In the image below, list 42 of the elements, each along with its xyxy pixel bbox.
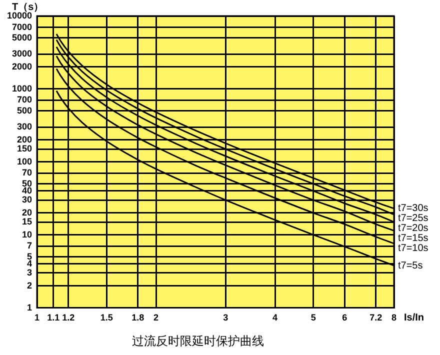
x-tick-label: 6 bbox=[342, 312, 348, 323]
y-tick-label: 10000 bbox=[6, 10, 32, 20]
y-tick-label: 20 bbox=[22, 207, 32, 218]
y-tick-label: 100 bbox=[16, 156, 32, 166]
x-tick-label: 1.8 bbox=[132, 312, 144, 323]
y-tick-label: 2 bbox=[27, 280, 32, 290]
y-tick-label: 5000 bbox=[12, 32, 32, 42]
x-tick-label: 1.1 bbox=[47, 312, 60, 323]
y-tick-label: 500 bbox=[16, 105, 32, 116]
y-tick-label: 700 bbox=[16, 94, 32, 105]
x-tick-label: 1.2 bbox=[62, 312, 75, 323]
y-tick-label: 15 bbox=[22, 216, 32, 226]
x-tick-label: 5 bbox=[310, 312, 316, 323]
x-axis-title: Is/In bbox=[404, 312, 424, 324]
y-tick-label: 7000 bbox=[12, 22, 32, 32]
y-tick-label: 2000 bbox=[12, 61, 32, 72]
x-tick-label: 1.5 bbox=[100, 312, 113, 323]
x-tick-label: 2 bbox=[154, 312, 159, 323]
x-tick-label: 3 bbox=[223, 312, 228, 323]
y-tick-label: 200 bbox=[16, 134, 32, 144]
y-tick-label: 1 bbox=[27, 302, 32, 312]
y-tick-label: 30 bbox=[22, 194, 32, 205]
y-axis-title: T（s） bbox=[12, 2, 44, 13]
y-tick-label: 1000 bbox=[12, 83, 32, 94]
x-tick-label: 7.2 bbox=[370, 312, 382, 323]
series-label: t7=30s bbox=[398, 203, 428, 214]
y-tick-label: 7 bbox=[27, 240, 32, 251]
y-tick-label: 70 bbox=[22, 168, 32, 178]
y-tick-label: 10 bbox=[22, 229, 32, 240]
series-label: t7=15s bbox=[398, 233, 428, 244]
y-tick-label: 300 bbox=[16, 122, 32, 132]
x-tick-label: 1 bbox=[34, 312, 40, 323]
x-tick-label: 4 bbox=[272, 312, 278, 323]
y-tick-label: 150 bbox=[16, 144, 32, 154]
text: 过流反时限延时保护曲线 bbox=[132, 334, 264, 348]
y-tick-label: 3000 bbox=[12, 48, 32, 59]
x-tick-label: 8 bbox=[391, 312, 397, 323]
series-label: t7=10s bbox=[398, 243, 428, 254]
series-label: t7=20s bbox=[398, 223, 428, 234]
y-tick-label: 3 bbox=[27, 267, 32, 278]
series-label: t7=25s bbox=[398, 213, 428, 224]
series-label: t7=5s bbox=[398, 260, 423, 272]
